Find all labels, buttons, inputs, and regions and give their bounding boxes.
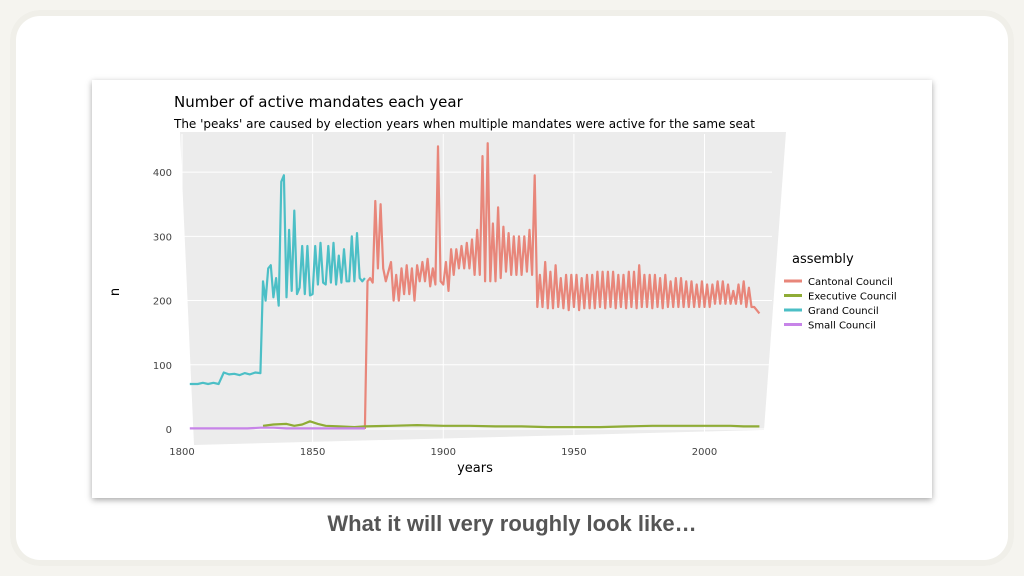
plot-panel — [180, 132, 786, 445]
y-tick-label: 100 — [153, 361, 172, 372]
y-tick-label: 300 — [153, 232, 172, 243]
y-tick-label: 400 — [153, 168, 172, 179]
chart-subtitle: The 'peaks' are caused by election years… — [173, 117, 755, 131]
legend: Cantonal Council Executive Council Grand C… — [784, 277, 897, 332]
legend-title: assembly — [792, 252, 854, 267]
series-line-grand-council — [189, 174, 366, 386]
series-line-executive-council — [262, 420, 760, 429]
series-group — [189, 142, 761, 430]
chart-title: Number of active mandates each year — [174, 93, 464, 111]
series-line-cantonal-council — [363, 142, 761, 430]
x-ticks: 1800 1850 1900 1950 2000 — [169, 447, 717, 458]
x-tick-label: 1950 — [561, 447, 586, 458]
chart-card: 0 100 200 300 400 1800 1850 1900 1950 2000 Numbe… — [92, 80, 932, 498]
x-tick-label: 1850 — [300, 447, 325, 458]
y-tick-label: 200 — [153, 297, 172, 308]
slide-caption: What it will very roughly look like… — [327, 511, 697, 536]
series-line-small-council — [189, 426, 365, 430]
x-tick-label: 1800 — [169, 447, 194, 458]
legend-label: Executive Council — [808, 292, 897, 303]
legend-label: Cantonal Council — [808, 277, 893, 288]
y-tick-label: 0 — [166, 425, 172, 436]
chart: 0 100 200 300 400 1800 1850 1900 1950 2000 Numbe… — [108, 93, 897, 476]
x-tick-label: 2000 — [692, 447, 717, 458]
y-axis-label: n — [108, 288, 123, 296]
x-axis-label: years — [457, 461, 493, 476]
legend-label: Small Council — [808, 321, 876, 332]
x-tick-label: 1900 — [431, 447, 456, 458]
y-ticks: 0 100 200 300 400 — [153, 168, 172, 436]
legend-label: Grand Council — [808, 306, 879, 317]
